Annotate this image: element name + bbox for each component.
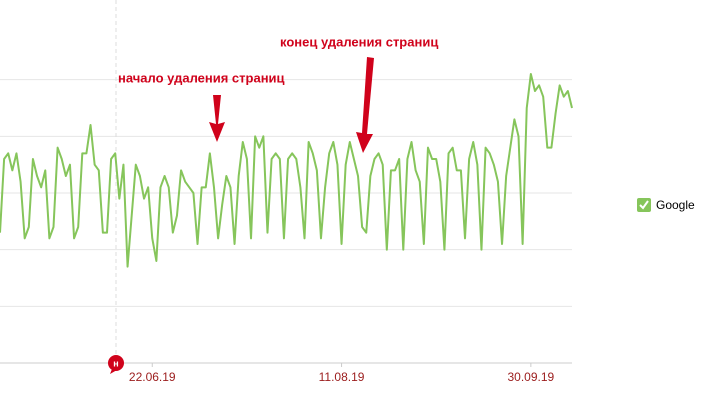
- holiday-tail: [110, 369, 117, 374]
- annotation: начало удаления страниц: [118, 70, 285, 85]
- holiday-dot: [108, 355, 124, 371]
- x-tick-label: 11.08.19: [319, 370, 365, 384]
- arrow: [356, 57, 374, 153]
- line: [0, 73, 573, 268]
- annotation: конец удаления страниц: [280, 34, 438, 49]
- x-tick-label: 30.09.19: [507, 370, 554, 384]
- holiday-label: н: [113, 358, 118, 368]
- x-tick-label: 22.06.19: [129, 370, 176, 384]
- arrow: [209, 95, 225, 142]
- holiday-icon[interactable]: н: [108, 355, 124, 374]
- legend-check: [639, 200, 649, 210]
- legend-label[interactable]: Google: [656, 198, 695, 212]
